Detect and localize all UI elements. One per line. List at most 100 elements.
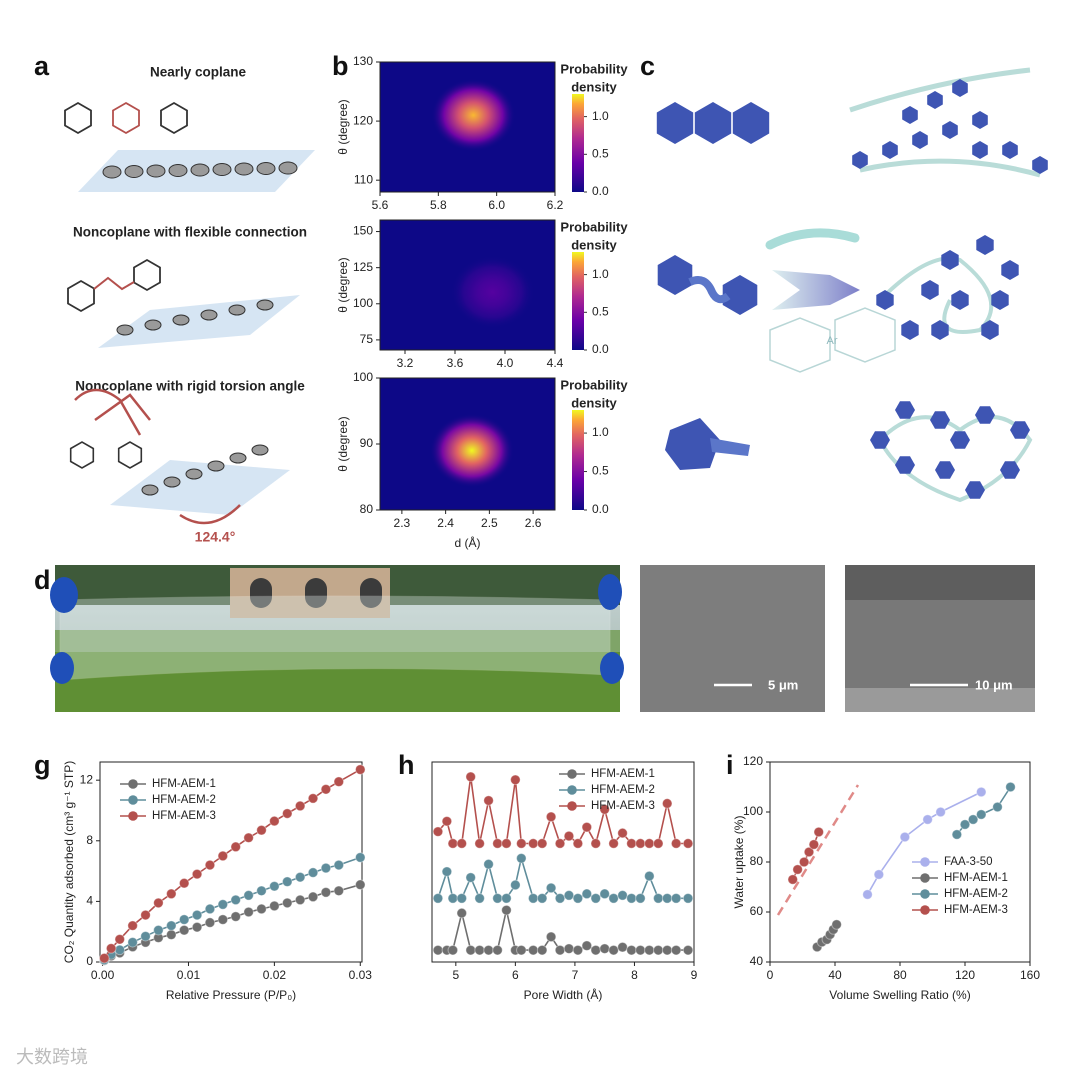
benzene-ring (160, 101, 188, 135)
data-point (545, 811, 557, 823)
monomer (710, 438, 750, 456)
x-tick-label: 7 (572, 968, 579, 982)
data-point (959, 819, 971, 830)
x-axis-label: Pore Width (Å) (524, 987, 603, 1002)
data-point (217, 850, 229, 862)
x-tick-label: 0.02 (263, 968, 287, 982)
panel-label: c (640, 51, 655, 81)
x-tick-label: 6 (512, 968, 519, 982)
linker (93, 276, 135, 291)
y-tick-label: 125 (353, 260, 373, 274)
data-point (527, 892, 539, 904)
monomer (912, 131, 928, 149)
y-tick-label: 60 (750, 904, 764, 918)
data-point (652, 892, 664, 904)
monomer (876, 290, 894, 310)
data-point (626, 838, 637, 849)
monomer (895, 401, 915, 419)
data-point (516, 944, 527, 956)
monomer (656, 102, 694, 144)
data-point (563, 943, 575, 954)
benzene-ring (69, 441, 95, 469)
scale-label: 10 μm (975, 677, 1013, 692)
monomer (1010, 421, 1030, 439)
colorbar-tick-label: 0.0 (592, 342, 609, 356)
data-point (554, 892, 566, 904)
x-axis-label: Volume Swelling Ratio (%) (829, 988, 970, 1002)
data-point (599, 888, 610, 900)
density-peak (431, 78, 516, 152)
panel-label: h (398, 750, 415, 780)
colorbar-tick-label: 1.0 (592, 109, 609, 123)
data-point (608, 838, 619, 849)
data-point (617, 827, 628, 839)
atom (251, 444, 269, 456)
data-point (652, 838, 664, 849)
x-tick-label: 120 (955, 968, 975, 982)
colorbar-tick-label: 0.5 (592, 464, 609, 478)
density-peak (450, 255, 535, 329)
data-point (922, 814, 933, 825)
membrane (59, 595, 611, 681)
x-axis-label: Relative Pressure (P/P₀) (166, 988, 296, 1002)
data-point (1005, 781, 1016, 793)
chart: 0.00 0.01 0.02 0.03 0 4 8 12 Relative Pressure (… (62, 761, 372, 1002)
sem-layer (845, 688, 1035, 712)
angle-arc (179, 504, 241, 525)
legend-label: FAA-3-50 (944, 856, 993, 868)
x-tick-label: 6.2 (547, 198, 564, 212)
atom (229, 452, 247, 464)
monomer (975, 406, 995, 424)
monomer (930, 411, 950, 429)
data-point (599, 943, 610, 954)
y-tick-label: 150 (353, 224, 373, 238)
data-point (516, 838, 527, 849)
watermark: 大数跨境 (16, 1047, 88, 1067)
data-point (165, 888, 177, 900)
x-tick-label: 0 (767, 968, 774, 982)
atom (228, 304, 246, 316)
data-point (581, 888, 593, 900)
data-point (256, 824, 267, 836)
data-point (474, 892, 485, 904)
data-point (281, 876, 293, 887)
y-axis-label: CO₂ Quantity adsorbed (cm³ g⁻¹ STP) (62, 761, 76, 963)
data-point (545, 931, 557, 943)
data-point (483, 858, 494, 870)
atom (116, 324, 134, 336)
data-point (617, 890, 628, 901)
data-point (441, 866, 453, 877)
monomer (965, 481, 985, 499)
data-point (635, 892, 646, 904)
atom (234, 162, 254, 176)
data-point (661, 798, 673, 809)
data-point (935, 806, 946, 818)
data-point (831, 919, 842, 930)
data-point (98, 952, 110, 964)
x-tick-label: 8 (631, 968, 638, 982)
data-point (501, 892, 512, 904)
monomer (972, 111, 988, 129)
grass (55, 650, 620, 712)
data-point (670, 944, 682, 956)
glove (50, 577, 78, 613)
data-point (333, 776, 345, 787)
data-point (269, 815, 280, 827)
y-axis-label: θ (degree) (336, 416, 350, 471)
data-point (501, 904, 512, 916)
monomer (991, 290, 1009, 310)
photo (50, 565, 624, 712)
monomer (870, 431, 890, 449)
data-point (536, 944, 548, 956)
monomer (657, 255, 693, 295)
colorbar-label: density (571, 395, 617, 410)
data-point (243, 890, 254, 901)
y-tick-label: 130 (353, 54, 373, 68)
benzene-ring (133, 258, 161, 292)
data-point (105, 943, 117, 954)
legend-label: HFM-AEM-2 (944, 888, 1008, 900)
data-point (527, 838, 539, 849)
data-point (572, 944, 584, 956)
data-point (178, 877, 190, 889)
